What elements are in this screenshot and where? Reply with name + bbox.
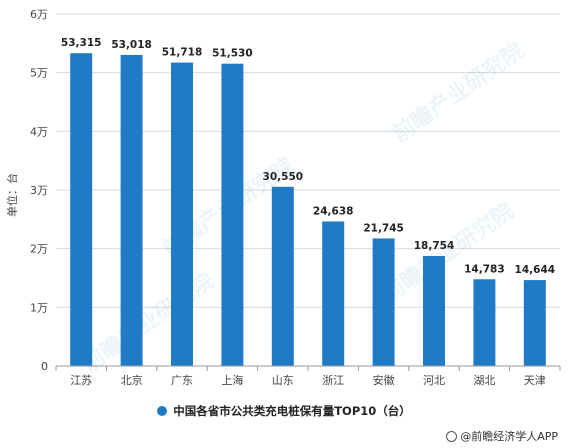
y-tick-label: 5万: [30, 67, 48, 80]
bar: [120, 54, 143, 367]
legend-marker: [157, 405, 168, 416]
data-label: 51,530: [212, 48, 253, 60]
y-axis-label: 单位：台: [5, 173, 19, 217]
data-label: 24,638: [313, 205, 354, 217]
data-label: 21,745: [363, 222, 404, 234]
bar: [271, 186, 294, 366]
legend: 中国各省市公共类充电桩保有量TOP10（台）: [0, 403, 568, 419]
bar: [523, 280, 546, 366]
x-tick-label: 天津: [524, 374, 546, 387]
y-tick-label: 3万: [30, 184, 48, 197]
data-label: 14,783: [464, 263, 505, 275]
x-tick-label: 江苏: [70, 374, 92, 387]
bar: [70, 53, 93, 367]
x-tick-label: 安徽: [373, 373, 395, 387]
logo-icon: [446, 430, 458, 442]
credit: @前瞻经济学人APP: [446, 428, 558, 444]
data-label: 51,718: [162, 47, 203, 59]
bar: [322, 221, 345, 366]
credit-text: @前瞻经济学人APP: [460, 430, 558, 443]
bar: [423, 255, 445, 366]
bars: [70, 53, 546, 367]
bar: [171, 62, 193, 366]
bar: [221, 63, 244, 366]
y-tick-label: 4万: [30, 125, 48, 138]
data-labels: 53,315 53,018 51,718 51,530 30,550 24,638 21,7…: [61, 37, 555, 276]
x-tick-label: 上海: [221, 373, 243, 387]
y-tick-label: 6万: [30, 8, 48, 21]
x-tick-label: 浙江: [322, 374, 344, 387]
x-tick-label: 山东: [272, 374, 294, 387]
bar: [473, 279, 496, 366]
x-tick-label: 河北: [423, 374, 445, 387]
x-tick-label: 湖北: [473, 374, 495, 387]
bar: [372, 238, 395, 366]
x-tick-label: 广东: [171, 374, 193, 387]
y-axis: 0 1万 2万 3万 4万 5万 6万: [30, 8, 48, 373]
x-axis: 江苏 北京 广东 上海 山东 浙江 安徽 河北 湖北 天津: [55, 365, 561, 387]
data-label: 30,550: [263, 171, 304, 183]
y-tick-label: 2万: [30, 243, 48, 256]
x-tick-label: 北京: [121, 373, 143, 387]
data-label: 18,754: [414, 240, 455, 252]
data-label: 53,315: [61, 37, 102, 49]
y-tick-label: 1万: [30, 301, 48, 314]
data-label: 14,644: [515, 264, 556, 276]
data-label: 53,018: [111, 39, 152, 51]
y-tick-label: 0: [41, 360, 48, 373]
legend-label: 中国各省市公共类充电桩保有量TOP10（台）: [173, 404, 411, 418]
